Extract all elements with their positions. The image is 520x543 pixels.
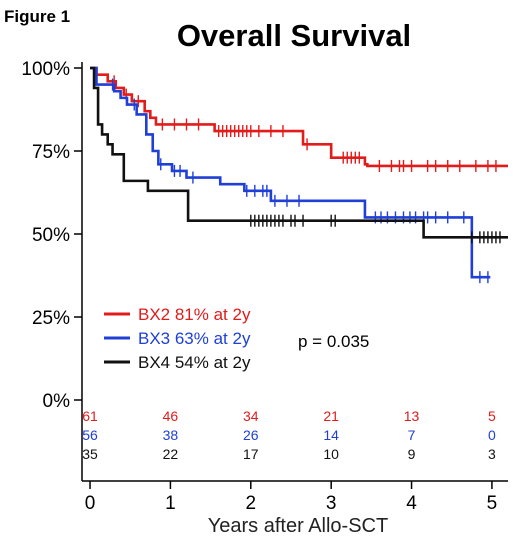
y-tick-label: 50% xyxy=(32,225,70,246)
x-tick-label: 2 xyxy=(246,493,257,514)
risk-count: 5 xyxy=(488,408,496,424)
y-tick-label: 75% xyxy=(32,142,70,163)
axes: 0%25%50%75%100%0 1 2 3 4 5 xyxy=(21,59,508,514)
risk-count: 34 xyxy=(243,408,259,424)
risk-count: 17 xyxy=(243,446,259,462)
legend-entry: BX2 81% at 2y xyxy=(138,305,251,324)
risk-count: 22 xyxy=(163,446,179,462)
x-tick-label: 4 xyxy=(406,493,417,514)
y-tick-label: 25% xyxy=(32,308,70,329)
x-tick-label: 5 xyxy=(487,493,498,514)
risk-count: 46 xyxy=(163,408,179,424)
series-line-1 xyxy=(90,66,508,168)
y-tick-label: 100% xyxy=(21,59,70,80)
series-lines xyxy=(90,66,508,284)
risk-count: 7 xyxy=(408,427,416,443)
risk-count: 0 xyxy=(488,427,496,443)
x-tick-label: 1 xyxy=(165,493,176,514)
risk-count: 9 xyxy=(408,446,416,462)
x-tick-label: 0 xyxy=(85,493,96,514)
risk-count: 35 xyxy=(82,446,98,462)
p-value-annotation: p = 0.035 xyxy=(298,332,369,351)
y-tick-label: 0% xyxy=(43,391,71,412)
chart-title: Overall Survival xyxy=(177,18,411,53)
x-axis-label: Years after Allo-SCT xyxy=(208,515,388,537)
risk-count: 38 xyxy=(163,427,179,443)
risk-count: 21 xyxy=(323,408,339,424)
legend-entry: BX3 63% at 2y xyxy=(138,329,251,348)
risk-count: 26 xyxy=(243,427,259,443)
x-tick-label: 3 xyxy=(326,493,337,514)
legend: BX2 81% at 2y BX3 63% at 2y BX4 54% at 2y xyxy=(104,305,251,372)
risk-count: 3 xyxy=(488,446,496,462)
series-line-2 xyxy=(90,66,491,279)
risk-count: 10 xyxy=(323,446,339,462)
figure-label: Figure 1 xyxy=(4,7,70,26)
risk-count: 13 xyxy=(404,408,420,424)
legend-entry: BX4 54% at 2y xyxy=(138,353,251,372)
risk-count: 56 xyxy=(82,427,98,443)
risk-count: 14 xyxy=(323,427,339,443)
risk-count: 61 xyxy=(82,408,98,424)
series-line-3 xyxy=(90,66,508,239)
risk-table: 61 46 34 21 13 5 56 38 26 14 7 0 35 22 17 10 9 3 xyxy=(82,408,496,462)
